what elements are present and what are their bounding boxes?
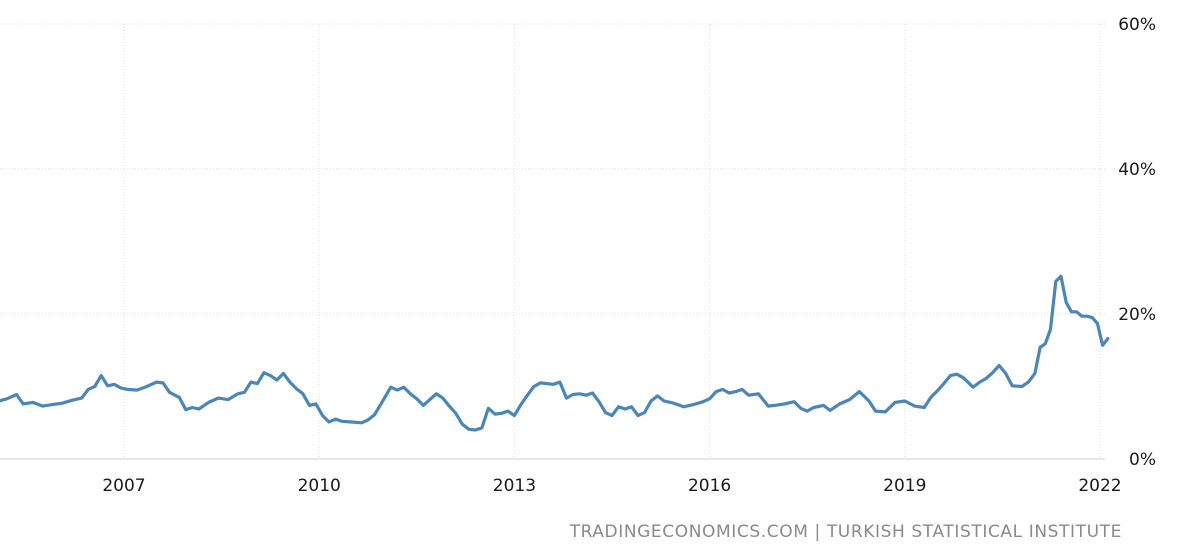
x-tick-label: 2010	[298, 476, 341, 496]
y-tick-label: 0%	[1129, 450, 1156, 470]
x-tick-label: 2007	[102, 476, 145, 496]
y-tick-label: 20%	[1118, 305, 1156, 325]
grid-layer	[0, 23, 1105, 460]
series-line	[0, 274, 1110, 432]
x-tick-label: 2013	[493, 476, 536, 496]
x-tick-label: 2016	[688, 476, 731, 496]
y-tick-label: 60%	[1118, 15, 1156, 35]
tick-label-layer: 0% 20% 40% 60% 2007 2010 2013 2016 2019 2022	[102, 15, 1156, 496]
x-tick-label: 2022	[1078, 476, 1121, 496]
series-layer	[0, 274, 1110, 432]
line-chart: 0% 20% 40% 60% 2007 2010 2013 2016 2019 2022	[0, 15, 1156, 496]
y-tick-label: 40%	[1118, 160, 1156, 180]
x-tick-label: 2019	[883, 476, 926, 496]
source-credit: TRADINGECONOMICS.COM | TURKISH STATISTIC…	[569, 522, 1122, 542]
